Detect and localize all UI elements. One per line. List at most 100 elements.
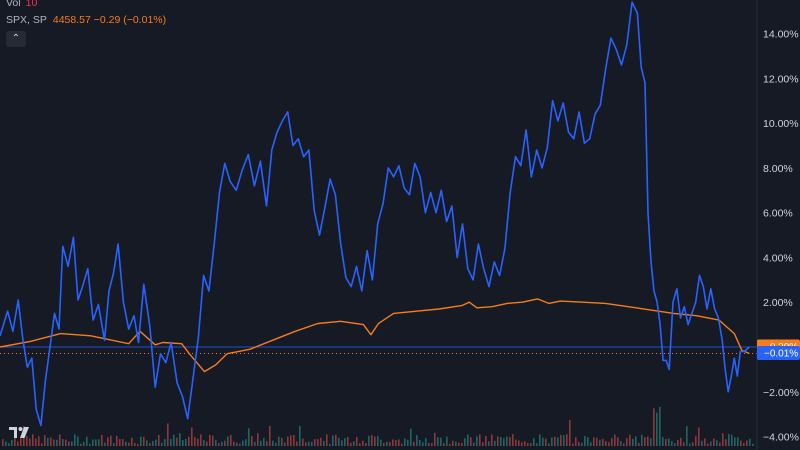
volume-bar <box>737 437 739 446</box>
spx-legend[interactable]: SPX, SP 4458.57 −0.29 (−0.01%) <box>6 14 166 26</box>
volume-bar <box>347 436 349 446</box>
volume-bar <box>515 439 517 446</box>
volume-bar <box>605 441 607 446</box>
volume-bar <box>209 434 211 446</box>
series-lines <box>0 1 750 427</box>
volume-bar <box>503 438 505 446</box>
volume-bar <box>653 408 655 446</box>
volume-bar <box>239 443 241 446</box>
volume-bar <box>581 442 583 446</box>
volume-bar <box>716 440 718 446</box>
volume-bar <box>245 439 247 446</box>
tradingview-logo-icon[interactable] <box>8 424 30 440</box>
volume-bar <box>203 440 205 446</box>
volume-bar <box>257 433 259 446</box>
volume-bar <box>236 442 238 446</box>
volume-bar <box>641 434 643 446</box>
volume-bar <box>632 438 634 446</box>
volume-bar <box>131 437 133 446</box>
volume-bar <box>323 440 325 446</box>
volume-bars <box>2 406 754 446</box>
volume-bar <box>308 441 310 446</box>
volume-bar <box>359 443 361 446</box>
spx-values: 4458.57 −0.29 (−0.01%) <box>52 14 167 26</box>
volume-bar <box>428 443 430 446</box>
volume-bar <box>104 442 106 446</box>
volume-bar <box>575 437 577 446</box>
volume-bar <box>137 443 139 446</box>
volume-legend[interactable]: Vol 10 <box>6 0 37 9</box>
volume-bar <box>602 438 604 446</box>
y-tick-label: 14.00% <box>763 29 799 41</box>
volume-bar <box>77 436 79 446</box>
volume-bar <box>20 438 22 446</box>
volume-bar <box>635 436 637 446</box>
volume-bar <box>62 439 64 446</box>
volume-bar <box>386 441 388 446</box>
volume-bar <box>584 435 586 446</box>
blue-series-line <box>0 1 750 427</box>
volume-bar <box>314 439 316 446</box>
volume-bar <box>488 441 490 446</box>
volume-bar <box>188 436 190 446</box>
volume-bar <box>686 426 688 446</box>
volume-bar <box>449 443 451 446</box>
volume-bar <box>506 436 508 446</box>
y-tick-label: −2.00% <box>763 387 799 399</box>
volume-bar <box>725 439 727 446</box>
volume-bar <box>113 443 115 446</box>
volume-bar <box>617 437 619 446</box>
volume-bar <box>8 443 10 446</box>
spx-symbol-label: SPX, SP <box>6 14 47 26</box>
volume-bar <box>674 443 676 446</box>
y-axis: 14.00% 12.00% 10.00% 8.00% 6.00% 4.00% 2.00% −2… <box>763 29 799 444</box>
volume-bar <box>509 437 511 446</box>
volume-bar <box>413 441 415 446</box>
volume-bar <box>134 442 136 446</box>
volume-bar <box>227 436 229 446</box>
volume-bar <box>116 435 118 446</box>
volume-bar <box>356 437 358 446</box>
volume-bar <box>329 443 331 446</box>
volume-bar <box>611 438 613 446</box>
volume-bar <box>662 437 664 446</box>
volume-bar <box>281 437 283 446</box>
collapse-legend-button[interactable]: ⌃ <box>6 31 26 47</box>
volume-bar <box>731 434 733 446</box>
volume-bar <box>734 437 736 446</box>
volume-bar <box>566 434 568 446</box>
volume-bar <box>59 434 61 446</box>
volume-bar <box>170 439 172 446</box>
last-value-tag-label: −0.01% <box>764 349 798 360</box>
y-tick-label: −4.00% <box>763 432 799 444</box>
volume-label: Vol <box>6 0 21 9</box>
volume-bar <box>38 436 40 446</box>
volume-bar <box>173 434 175 446</box>
volume-bar <box>29 438 31 446</box>
volume-bar <box>416 434 418 446</box>
volume-bar <box>92 439 94 446</box>
volume-bar <box>665 438 667 446</box>
volume-bar <box>272 440 274 446</box>
y-tick-label: 2.00% <box>763 297 793 309</box>
volume-bar <box>338 437 340 446</box>
volume-bar <box>398 439 400 446</box>
volume-bar <box>719 442 721 446</box>
volume-bar <box>350 442 352 446</box>
volume-bar <box>110 435 112 446</box>
volume-bar <box>425 438 427 446</box>
volume-bar <box>692 442 694 446</box>
volume-bar <box>254 441 256 446</box>
volume-bar <box>671 441 673 446</box>
volume-bar <box>215 439 217 446</box>
volume-bar <box>32 434 34 446</box>
volume-bar <box>74 434 76 446</box>
volume-bar <box>179 433 181 446</box>
volume-bar <box>404 438 406 446</box>
volume-bar <box>629 434 631 446</box>
volume-bar <box>704 438 706 446</box>
y-tick-label: 8.00% <box>763 163 793 175</box>
volume-bar <box>530 443 532 446</box>
last-value-tag <box>757 346 800 361</box>
